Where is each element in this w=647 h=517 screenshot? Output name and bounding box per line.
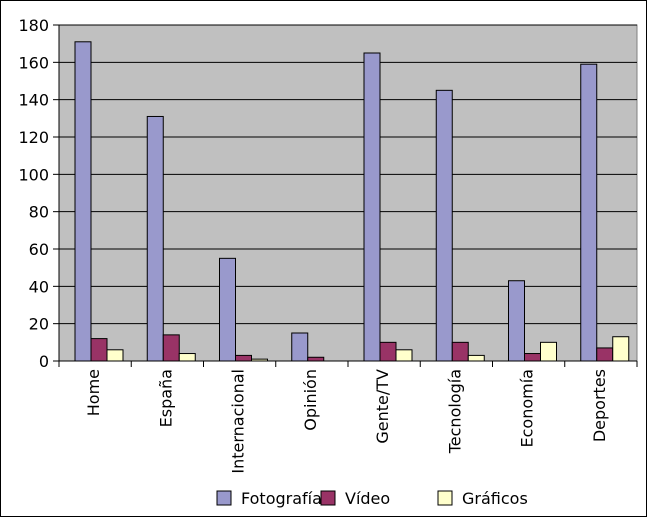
bar-gráficos xyxy=(106,349,124,362)
y-tick-label: 0 xyxy=(39,352,49,371)
bar-vídeo xyxy=(90,338,108,362)
bar-vídeo xyxy=(162,334,180,362)
bar-fotografía xyxy=(435,89,453,362)
x-tick-label: Internacional xyxy=(229,369,248,474)
legend-label: Vídeo xyxy=(345,489,390,508)
bar-vídeo xyxy=(307,356,325,362)
bar-gráficos xyxy=(251,358,268,362)
bar-gráficos xyxy=(178,353,196,362)
bar-vídeo xyxy=(235,354,252,362)
bar-fotografía xyxy=(363,52,381,362)
x-tick-label: Opinión xyxy=(301,369,320,431)
bar-vídeo xyxy=(524,353,541,362)
y-tick-label: 100 xyxy=(18,165,49,184)
x-axis: Home España Internacional Opinión Gente/TV Te… xyxy=(58,360,638,474)
bar-fotografía xyxy=(74,41,92,362)
legend-swatch xyxy=(216,490,232,506)
y-tick-label: 140 xyxy=(18,91,49,110)
bar-gráficos xyxy=(540,341,557,362)
plot-background xyxy=(58,24,638,362)
bar-fotografía xyxy=(146,115,164,362)
bar-gráficos xyxy=(612,336,630,362)
bar-vídeo xyxy=(596,347,614,362)
bars xyxy=(74,41,630,362)
bar-gráficos xyxy=(395,349,413,362)
x-tick-label: España xyxy=(156,369,175,427)
y-tick-label: 60 xyxy=(29,240,49,259)
y-tick-label: 20 xyxy=(29,315,49,334)
legend-label: Gráficos xyxy=(462,489,528,508)
plot-area xyxy=(58,24,638,362)
legend-label: Fotografía xyxy=(241,489,322,508)
y-tick-label: 40 xyxy=(29,277,49,296)
bar-fotografía xyxy=(508,280,525,362)
bar-vídeo xyxy=(379,341,397,362)
bar-fotografía xyxy=(580,63,598,362)
legend: Fotografía Vídeo Gráficos xyxy=(216,489,528,508)
x-tick-label: Economía xyxy=(518,369,537,447)
x-tick-label: Tecnología xyxy=(445,369,464,454)
bar-gráficos xyxy=(467,354,485,362)
x-tick-label: Home xyxy=(84,369,103,416)
x-tick-label: Gente/TV xyxy=(373,369,392,444)
bar-fotografía xyxy=(291,332,309,362)
x-tick-label: Deportes xyxy=(590,369,609,442)
y-tick-label: 180 xyxy=(18,16,49,35)
bar-fotografía xyxy=(219,257,236,362)
bar-vídeo xyxy=(451,341,469,362)
y-tick-label: 160 xyxy=(18,53,49,72)
legend-swatch xyxy=(437,490,453,506)
legend-swatch xyxy=(320,490,336,506)
y-tick-label: 80 xyxy=(29,203,49,222)
y-axis: 0 20 40 60 80 100 120 140 160 180 xyxy=(18,16,60,371)
y-tick-label: 120 xyxy=(18,128,49,147)
